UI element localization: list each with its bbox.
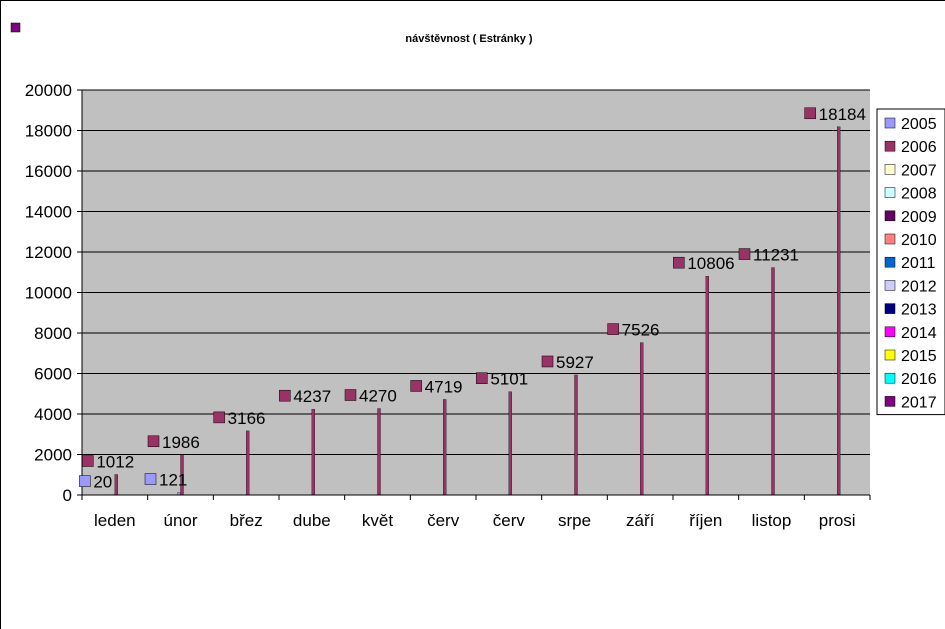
- x-tick-label: únor: [163, 511, 197, 530]
- legend-swatch: [884, 256, 896, 268]
- data-label-marker: [147, 435, 160, 448]
- bar: [640, 342, 644, 496]
- x-tick-label: září: [626, 511, 655, 530]
- legend-label: 2007: [901, 162, 937, 179]
- x-tick-label: srpe: [558, 511, 591, 530]
- legend-label: 2013: [901, 302, 937, 319]
- data-label: 1986: [162, 433, 200, 452]
- legend-label: 2016: [901, 371, 937, 388]
- data-label: 20: [93, 473, 112, 492]
- legend-label: 2015: [901, 348, 937, 365]
- legend-swatch: [884, 372, 896, 384]
- y-tick-label: 2000: [34, 446, 72, 465]
- x-tick-labels: leden únor břez dube květ červ červ srpe září říj…: [94, 511, 856, 530]
- y-tick-label: 8000: [34, 324, 72, 343]
- data-label-marker: [82, 455, 94, 467]
- legend-label: 2014: [901, 325, 937, 342]
- legend-label: 2009: [901, 209, 937, 226]
- data-label: 5927: [556, 353, 594, 372]
- data-label: 4270: [359, 387, 397, 406]
- bar: [705, 276, 709, 496]
- data-label: 4237: [293, 387, 331, 406]
- data-label-marker: [279, 389, 291, 402]
- legend-label: 2006: [901, 139, 937, 156]
- axes: [77, 89, 871, 500]
- bar: [574, 374, 578, 496]
- bar: [771, 267, 775, 496]
- data-label: 7526: [622, 321, 660, 340]
- x-tick-label: leden: [94, 511, 136, 530]
- x-tick-label: listop: [752, 511, 792, 530]
- data-label: 121: [159, 471, 187, 490]
- data-labels: 20 121 1012 1986 3166 4237 4270 4719 5101 5927 752…: [79, 105, 866, 492]
- x-tick-label: červ: [427, 511, 460, 530]
- gridlines: [82, 89, 870, 455]
- bar: [311, 409, 315, 496]
- y-tick-label: 18000: [25, 122, 72, 141]
- y-tick-label: 12000: [25, 243, 72, 262]
- y-tick-label: 4000: [34, 405, 72, 424]
- data-label: 11231: [753, 246, 799, 265]
- legend-swatch: [884, 326, 896, 338]
- y-tick-label: 0: [63, 486, 72, 505]
- x-tick-label: květ: [362, 511, 393, 530]
- legend-label: 2011: [901, 255, 936, 272]
- legend-swatch: [884, 140, 896, 152]
- data-label: 4719: [425, 377, 463, 396]
- data-label-marker: [79, 475, 91, 487]
- data-label-marker: [607, 323, 619, 335]
- bar: [443, 399, 447, 496]
- data-label: 10806: [687, 254, 734, 273]
- y-tick-label: 14000: [25, 203, 72, 222]
- legend-swatch: [884, 210, 896, 222]
- y-tick-label: 16000: [25, 162, 72, 181]
- corner-marker: [10, 22, 21, 33]
- bar: [377, 408, 381, 496]
- data-label-marker: [476, 372, 488, 384]
- legend-swatch: [884, 303, 896, 314]
- bar: [508, 391, 512, 496]
- bar: [246, 430, 250, 496]
- x-tick-label: červ: [493, 511, 526, 530]
- data-label-marker: [213, 411, 225, 424]
- legend-label: 2005: [901, 116, 937, 133]
- x-tick-label: prosi: [819, 511, 856, 530]
- chart-title: návštěvnost ( Estránky ): [405, 33, 532, 45]
- data-label: 3166: [228, 409, 266, 428]
- legend-swatch: [884, 187, 896, 198]
- bar: [837, 126, 841, 496]
- y-tick-labels: 0 2000 4000 6000 8000 10000 12000 14000 16000 180…: [25, 81, 72, 505]
- data-label-marker: [344, 389, 357, 401]
- data-label-marker: [541, 355, 554, 368]
- y-tick-label: 20000: [25, 81, 72, 100]
- legend-swatch: [884, 233, 896, 245]
- legend-swatch: [884, 117, 896, 129]
- bar: [114, 474, 118, 496]
- legend-label: 2017: [901, 394, 937, 411]
- legend-swatch: [884, 164, 896, 175]
- legend-label: 2010: [901, 232, 937, 249]
- x-tick-label: říjen: [689, 511, 722, 530]
- legend-swatch: [884, 396, 896, 407]
- data-label-marker: [144, 473, 157, 485]
- y-tick-label: 10000: [25, 284, 72, 303]
- x-tick-label: dube: [293, 511, 331, 530]
- legend-label: 2008: [901, 186, 937, 203]
- bars: [111, 126, 841, 496]
- x-tick-label: břez: [230, 511, 263, 530]
- data-label: 18184: [819, 105, 866, 124]
- legend-label: 2012: [901, 278, 937, 295]
- data-label: 5101: [490, 370, 528, 389]
- data-label-marker: [410, 380, 422, 392]
- y-tick-label: 6000: [34, 365, 72, 384]
- data-label-marker: [804, 107, 816, 120]
- data-label-marker: [738, 248, 751, 260]
- legend-swatch: [884, 349, 896, 361]
- data-label: 1012: [96, 453, 134, 472]
- data-label-marker: [673, 256, 685, 269]
- legend: 2005 2006 2007 2008 2009 2010 2011 2012 2013 2014…: [876, 108, 945, 416]
- legend-swatch: [884, 280, 896, 291]
